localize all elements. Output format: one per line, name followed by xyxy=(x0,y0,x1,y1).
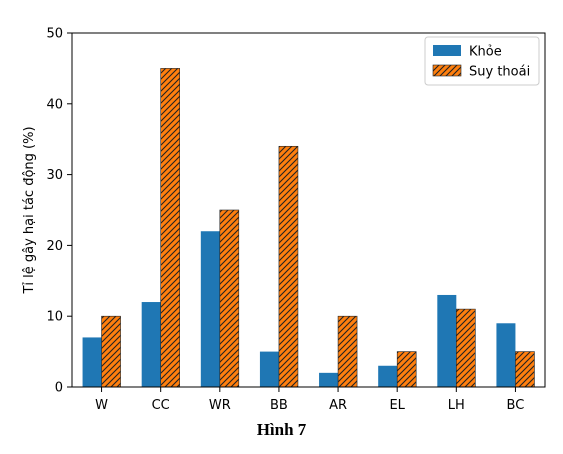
legend-label-suy-thoai: Suy thoái xyxy=(469,65,530,80)
legend-swatch-suy-thoai xyxy=(432,64,462,77)
bar-khoe-wr xyxy=(200,231,220,387)
x-tick-label-bc: BC xyxy=(507,398,525,413)
bar-suy-thoai-el xyxy=(396,351,417,388)
y-tick-label-20: 20 xyxy=(46,239,63,254)
bar-khoe-w xyxy=(82,337,102,387)
bar-khoe-lh xyxy=(437,294,457,387)
bar-suy-thoai-lh xyxy=(456,308,476,388)
x-tick-label-ar: AR xyxy=(329,398,347,413)
x-tick-label-lh: LH xyxy=(448,398,465,413)
figure-caption: Hình 7 xyxy=(256,420,307,439)
y-tick-label-50: 50 xyxy=(46,27,63,42)
bar-suy-thoai-cc xyxy=(160,68,180,388)
bar-khoe-ar xyxy=(319,372,339,387)
bar-suy-thoai-w xyxy=(101,315,121,388)
y-tick-label-10: 10 xyxy=(46,310,63,325)
axes-group: W CC WR BB AR EL LH BC 0 10 20 30 40 50 Tỉ lệ gây hại … xyxy=(22,27,546,413)
bars-group xyxy=(82,68,535,388)
bar-khoe-el xyxy=(378,365,398,387)
bar-suy-thoai-ar xyxy=(337,315,358,388)
x-tick-label-el: EL xyxy=(389,398,405,413)
y-tick-label-0: 0 xyxy=(55,381,63,396)
bar-suy-thoai-bb xyxy=(278,145,299,388)
legend-label-khoe: Khỏe xyxy=(469,45,502,60)
x-tick-label-wr: WR xyxy=(209,398,231,413)
y-tick-label-40: 40 xyxy=(46,97,63,112)
bar-suy-thoai-wr xyxy=(219,209,240,388)
bar-suy-thoai-bc xyxy=(515,351,535,388)
x-tick-label-cc: CC xyxy=(152,398,170,413)
x-tick-label-w: W xyxy=(95,398,108,413)
bar-khoe-bb xyxy=(259,351,279,387)
legend-swatch-khoe xyxy=(433,45,461,56)
y-axis-label: Tỉ lệ gây hại tác động (%) xyxy=(22,126,37,294)
legend: Khỏe Suy thoái xyxy=(424,36,540,86)
plot-frame xyxy=(71,32,546,388)
bar-khoe-bc xyxy=(496,323,516,387)
bar-khoe-cc xyxy=(141,302,161,387)
x-tick-label-bb: BB xyxy=(270,398,288,413)
bar-chart: W CC WR BB AR EL LH BC 0 10 20 30 40 50 Tỉ lệ gây hại … xyxy=(22,27,546,413)
y-tick-label-30: 30 xyxy=(46,168,63,183)
